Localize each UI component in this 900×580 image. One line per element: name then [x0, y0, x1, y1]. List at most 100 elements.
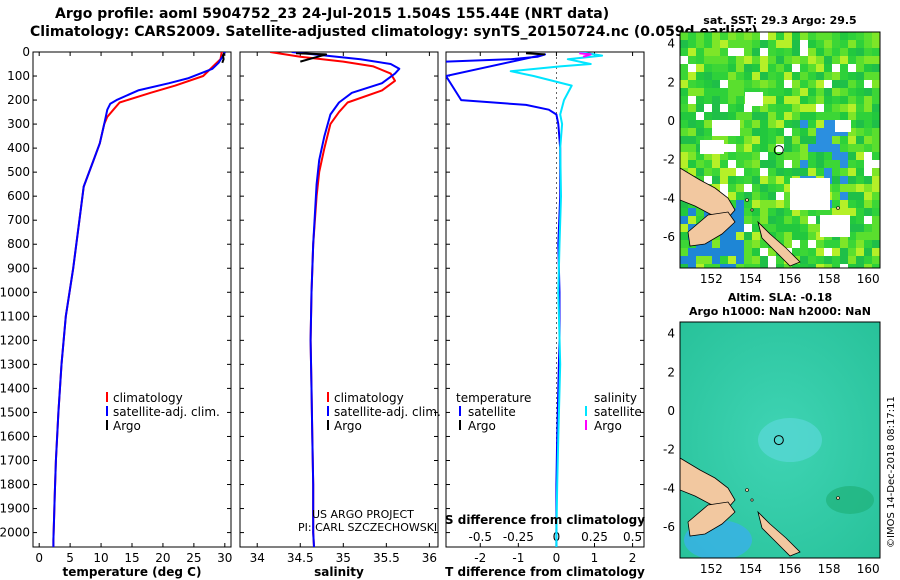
sst-cell [816, 144, 824, 152]
difference-legend: temperature satellite Argo salinity sate… [456, 391, 642, 433]
sst-cell [768, 208, 776, 216]
sst-cell [696, 216, 704, 224]
sst-cell [736, 40, 744, 48]
sst-cell [832, 160, 840, 168]
sst-cell [840, 152, 848, 160]
legend-t-satellite: satellite [468, 405, 516, 419]
sst-cell [768, 264, 776, 268]
sst-cell [800, 152, 808, 160]
sst-cell [848, 184, 856, 192]
sst-cell [696, 208, 704, 216]
sst-cell [728, 264, 736, 268]
sst-cell [792, 208, 800, 216]
sst-cell [760, 192, 768, 200]
sst-cell [744, 120, 752, 128]
sst-cell [808, 104, 816, 112]
sst-cell [696, 160, 704, 168]
sla-map-image [680, 322, 880, 558]
sst-cell [840, 32, 848, 40]
sst-cell [704, 72, 712, 80]
sst-cell [792, 216, 800, 224]
sst-cell [824, 120, 832, 128]
sst-cell [680, 224, 688, 232]
sst-cell [768, 104, 776, 112]
sst-cell [704, 176, 712, 184]
sst-cell [704, 256, 712, 264]
sst-cell [824, 40, 832, 48]
sst-cell [752, 64, 760, 72]
legend-satellite: satellite-adj. clim. [113, 405, 220, 419]
temperature-series-climatology [52, 52, 223, 547]
new-britain-land [687, 211, 736, 247]
sst-cell [728, 160, 736, 168]
sst-cell [840, 72, 848, 80]
sst-cell [856, 208, 864, 216]
sst-cell [840, 144, 848, 152]
sst-cell [816, 208, 824, 216]
sst-cell [752, 192, 760, 200]
sst-cell [744, 176, 752, 184]
sst-cell [776, 208, 784, 216]
sst-cell [736, 56, 744, 64]
sst-cell [808, 120, 816, 128]
sst-cell [848, 72, 856, 80]
sst-cell [824, 48, 832, 56]
sst-cell [840, 136, 848, 144]
sst-cell [832, 80, 840, 88]
sst-cell [768, 144, 776, 152]
sst-cell [864, 160, 872, 168]
sst-cell [848, 144, 856, 152]
sst-cell [856, 48, 864, 56]
sst-cell [816, 128, 824, 136]
sst-cell [784, 168, 792, 176]
sst-cell [808, 96, 816, 104]
sst-cell [832, 240, 840, 248]
sst-cell [712, 256, 720, 264]
sst-cell [872, 176, 880, 184]
sst-cell [736, 240, 744, 248]
sst-cell [872, 184, 880, 192]
new-britain-land [687, 501, 736, 537]
sst-cell [712, 176, 720, 184]
sst-cell [760, 56, 768, 64]
depth-tick-label: 100 [7, 69, 30, 83]
salinity-difference-tick-label: -0.25 [503, 530, 534, 544]
sst-cell [864, 144, 872, 152]
sst-cell [824, 56, 832, 64]
sst-cell [736, 224, 744, 232]
sst-cell [784, 176, 792, 184]
sst-cell [768, 200, 776, 208]
sst-cell [760, 136, 768, 144]
sst-cell [824, 264, 832, 268]
sst-cell [848, 248, 856, 256]
sst-cell [768, 40, 776, 48]
sst-cell [832, 176, 840, 184]
sst-cell [760, 144, 768, 152]
sst-cell [728, 80, 736, 88]
sst-cell [768, 96, 776, 104]
sst-cell [784, 88, 792, 96]
sst-cell [704, 32, 712, 40]
sst-cell [864, 216, 872, 224]
sst-cell [824, 80, 832, 88]
sst-cell [824, 168, 832, 176]
sst-cell [736, 72, 744, 80]
sst-cell [832, 144, 840, 152]
temperature-xtick-label: 20 [155, 551, 170, 565]
sst-cell [848, 88, 856, 96]
sst-map-axes [679, 31, 881, 269]
sla-map-lon-label: 156 [778, 562, 801, 576]
sst-cell [840, 168, 848, 176]
sst-cell [856, 152, 864, 160]
sst-cell [760, 104, 768, 112]
sst-cell [688, 72, 696, 80]
sst-cell [784, 208, 792, 216]
depth-tick-label: 200 [7, 93, 30, 107]
temperature-axes [32, 51, 232, 548]
depth-tick-label: 300 [7, 117, 30, 131]
sst-cell [776, 152, 784, 160]
sla-blob [826, 486, 874, 514]
sst-cell [800, 264, 808, 268]
sst-cell [768, 216, 776, 224]
sst-cell [840, 56, 848, 64]
